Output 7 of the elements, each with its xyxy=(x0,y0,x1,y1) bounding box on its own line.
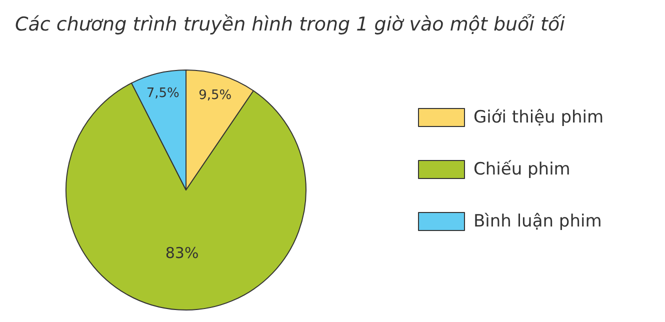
data-label: 9,5% xyxy=(198,88,232,103)
data-label: 83% xyxy=(165,244,199,262)
chart-title: Các chương trình truyền hình trong 1 giờ vào một buổi tối xyxy=(15,14,566,36)
legend-label: Bình luận phim xyxy=(474,212,602,232)
legend-label: Chiếu phim xyxy=(474,160,570,180)
legend-label: Giới thiệu phim xyxy=(474,108,604,128)
data-label: 7,5% xyxy=(146,86,180,102)
